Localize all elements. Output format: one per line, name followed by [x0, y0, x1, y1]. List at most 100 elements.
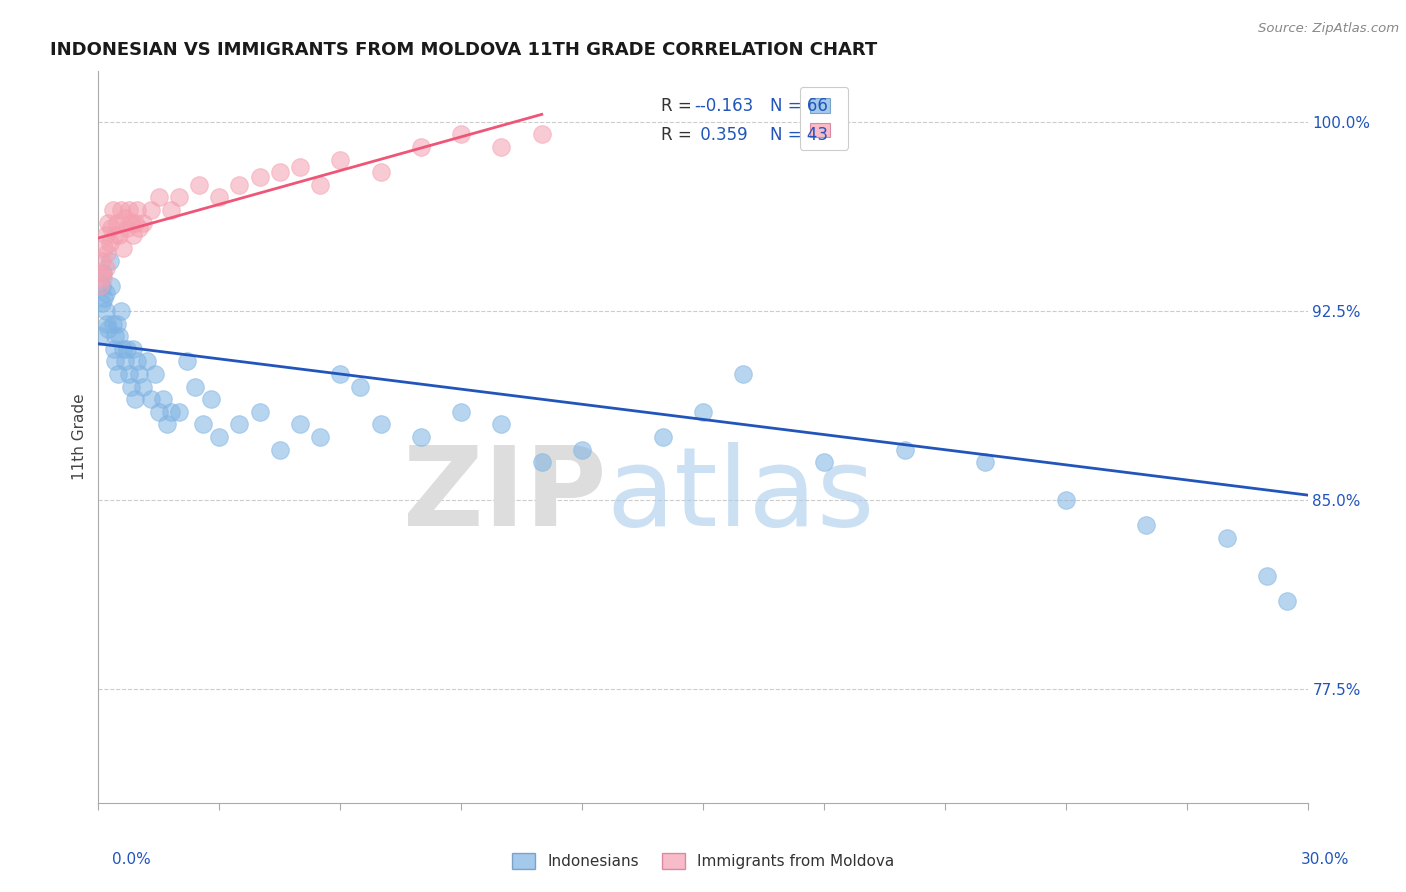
Point	[128, 220, 150, 235]
Point	[692, 405, 714, 419]
Point	[91, 253, 114, 268]
Point	[249, 170, 271, 185]
Point	[974, 455, 997, 469]
Point	[101, 203, 124, 218]
Point	[530, 455, 553, 469]
Point	[91, 278, 114, 293]
Point	[107, 367, 129, 381]
Text: 30.0%: 30.0%	[1302, 852, 1350, 867]
Point	[160, 203, 183, 218]
Point	[89, 329, 111, 343]
Point	[329, 367, 352, 381]
Point	[139, 392, 162, 407]
Point	[98, 253, 121, 268]
Point	[1054, 493, 1077, 508]
Point	[139, 203, 162, 218]
Point	[110, 304, 132, 318]
Point	[491, 417, 513, 432]
Point	[115, 220, 138, 235]
Point	[160, 405, 183, 419]
Point	[193, 417, 215, 432]
Point	[100, 220, 122, 235]
Point	[167, 405, 190, 419]
Point	[114, 211, 136, 225]
Point	[100, 278, 122, 293]
Point	[208, 190, 231, 204]
Legend: , : ,	[800, 87, 848, 150]
Point	[571, 442, 593, 457]
Point	[309, 178, 332, 192]
Point	[111, 241, 134, 255]
Point	[114, 354, 136, 368]
Point	[132, 216, 155, 230]
Point	[93, 241, 115, 255]
Point	[89, 278, 111, 293]
Point	[94, 261, 117, 276]
Point	[103, 228, 125, 243]
Text: R =: R =	[661, 97, 697, 115]
Point	[1256, 569, 1278, 583]
Point	[409, 140, 432, 154]
Point	[176, 354, 198, 368]
Point	[96, 286, 118, 301]
Point	[893, 442, 915, 457]
Y-axis label: 11th Grade: 11th Grade	[72, 393, 87, 481]
Legend: Indonesians, Immigrants from Moldova: Indonesians, Immigrants from Moldova	[506, 847, 900, 875]
Point	[152, 392, 174, 407]
Point	[118, 367, 141, 381]
Point	[450, 405, 472, 419]
Point	[1135, 518, 1157, 533]
Point	[733, 367, 755, 381]
Point	[97, 321, 120, 335]
Point	[208, 430, 231, 444]
Point	[94, 304, 117, 318]
Point	[124, 216, 146, 230]
Point	[651, 430, 673, 444]
Text: 0.359: 0.359	[695, 126, 747, 145]
Point	[96, 228, 118, 243]
Point	[91, 271, 114, 285]
Point	[96, 317, 118, 331]
Point	[128, 367, 150, 381]
Point	[110, 203, 132, 218]
Text: Source: ZipAtlas.com: Source: ZipAtlas.com	[1258, 22, 1399, 36]
Point	[101, 317, 124, 331]
Point	[450, 128, 472, 142]
Point	[96, 246, 118, 260]
Point	[491, 140, 513, 154]
Text: ZIP: ZIP	[404, 442, 606, 549]
Point	[288, 417, 311, 432]
Point	[148, 405, 170, 419]
Point	[107, 228, 129, 243]
Point	[121, 228, 143, 243]
Point	[104, 329, 127, 343]
Point	[125, 354, 148, 368]
Point	[103, 354, 125, 368]
Point	[228, 178, 250, 192]
Point	[120, 379, 142, 393]
Point	[156, 417, 179, 432]
Point	[200, 392, 222, 407]
Point	[90, 296, 112, 310]
Point	[288, 160, 311, 174]
Point	[115, 342, 138, 356]
Point	[93, 291, 115, 305]
Point	[813, 455, 835, 469]
Point	[1277, 594, 1299, 608]
Text: atlas: atlas	[606, 442, 875, 549]
Text: N = 43: N = 43	[769, 126, 828, 145]
Point	[91, 266, 114, 280]
Point	[118, 203, 141, 218]
Point	[105, 216, 128, 230]
Text: 0.0%: 0.0%	[112, 852, 152, 867]
Point	[228, 417, 250, 432]
Point	[188, 178, 211, 192]
Point	[184, 379, 207, 393]
Point	[120, 216, 142, 230]
Point	[125, 203, 148, 218]
Point	[309, 430, 332, 444]
Point	[269, 442, 291, 457]
Point	[111, 342, 134, 356]
Point	[148, 190, 170, 204]
Point	[135, 354, 157, 368]
